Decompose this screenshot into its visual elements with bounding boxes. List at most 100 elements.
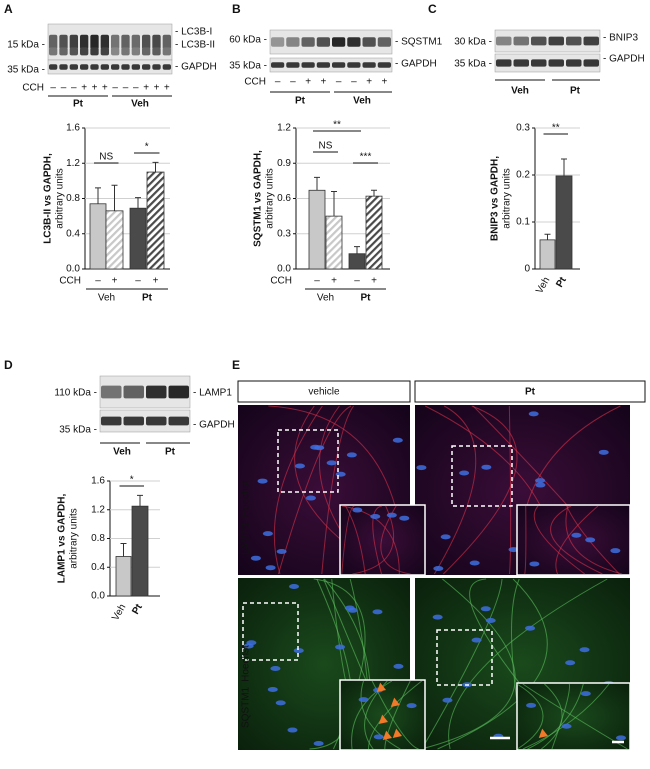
y-tick-label: 0.4 [66, 228, 80, 239]
x-axis-label: CCH [59, 276, 81, 287]
nucleus [442, 697, 453, 703]
membrane [380, 505, 411, 575]
membrane [508, 405, 512, 575]
error-bar [544, 233, 551, 240]
y-tick-label: 0.3 [277, 228, 291, 239]
membrane [550, 505, 603, 575]
x-tick-label: + [371, 276, 377, 287]
nucleus [459, 470, 470, 476]
nucleus [580, 691, 591, 697]
blot-membrane [99, 409, 191, 433]
blot-band [123, 385, 144, 399]
bar [131, 505, 149, 597]
bar [348, 253, 366, 270]
y-axis-label: arbitrary units [69, 508, 80, 569]
bar [129, 207, 147, 270]
blot-band [131, 34, 140, 50]
significance-label: NS [319, 141, 333, 152]
error-bar [111, 184, 118, 211]
bar [105, 210, 124, 270]
blot-band [131, 47, 140, 56]
group-label: Veh [317, 293, 334, 304]
blot-band [152, 34, 161, 50]
nucleus [585, 537, 596, 543]
y-axis-label: LC3B-II vs GAPDH, [43, 153, 54, 244]
error-bar [354, 246, 360, 254]
y-tick-label: 0.3 [516, 123, 530, 134]
membrane [524, 505, 527, 575]
nucleus [432, 614, 443, 620]
lane-label: – [275, 77, 281, 88]
nucleus [289, 583, 300, 589]
nucleus [243, 643, 254, 649]
blot-band [121, 47, 130, 56]
significance-label: * [145, 142, 149, 153]
y-tick-label: 0.6 [277, 193, 291, 204]
blot-band [377, 37, 391, 47]
membrane [533, 505, 586, 575]
blot-band [69, 47, 78, 56]
nucleus [508, 547, 519, 553]
y-axis-label: LAMP1 vs GAPDH, [57, 494, 68, 584]
nucleus [406, 703, 417, 709]
nucleus [370, 514, 381, 520]
stain-label: SQSTM1 [241, 686, 252, 728]
nucleus [525, 625, 536, 631]
membrane [555, 505, 599, 575]
y-tick-label: 0.0 [66, 264, 80, 275]
blot-band [142, 34, 151, 50]
bar [308, 189, 326, 270]
bar [539, 239, 556, 270]
band-label: - LC3B-I [175, 27, 212, 38]
band-label: - BNIP3 [603, 33, 638, 44]
blot-band [162, 64, 171, 70]
nucleus [270, 665, 281, 671]
blot-band [162, 47, 171, 56]
lane-label: + [154, 83, 160, 94]
y-axis-label: SQSTM1 vs GAPDH, [253, 150, 264, 247]
membrane [372, 505, 383, 575]
nucleus [262, 531, 273, 537]
lane-label: – [351, 77, 357, 88]
panel-letter: D [4, 358, 13, 372]
nucleus [579, 647, 590, 653]
membrane [566, 505, 620, 575]
group-label: Pt [570, 86, 581, 97]
membrane [351, 680, 393, 750]
error-bar [371, 189, 377, 197]
blot-band [531, 59, 547, 67]
blot-band [548, 36, 564, 46]
band-label: - GAPDH [395, 59, 437, 70]
blot-band [271, 37, 285, 47]
blot-band [362, 62, 376, 68]
error-bar [120, 543, 127, 557]
lane-label: – [61, 83, 67, 94]
error-bar [95, 187, 101, 204]
nucleus [386, 512, 397, 518]
blot-band [100, 47, 109, 56]
nucleus [481, 464, 492, 470]
blot-band [583, 36, 599, 46]
nucleus [469, 560, 480, 566]
band-label: - GAPDH [193, 420, 235, 431]
membrane [522, 683, 610, 750]
blot-band [111, 64, 120, 70]
y-tick-label: 1.2 [277, 123, 291, 134]
lane-label: – [290, 77, 296, 88]
nucleus [257, 478, 268, 484]
lane-axis-label: CCH [244, 77, 266, 88]
membrane [551, 683, 571, 750]
nucleus [335, 644, 346, 650]
blot-band [111, 34, 120, 50]
group-label: Veh [511, 86, 529, 97]
blot-band [286, 37, 300, 47]
bar [146, 171, 165, 270]
blot-band [271, 62, 285, 68]
blot-band [59, 47, 68, 56]
blot-band [531, 36, 547, 46]
blot-band [49, 64, 58, 70]
bar [89, 203, 107, 270]
blot-band [377, 62, 391, 68]
stain-label: Hoechst [241, 645, 252, 682]
lane-label: – [133, 83, 139, 94]
